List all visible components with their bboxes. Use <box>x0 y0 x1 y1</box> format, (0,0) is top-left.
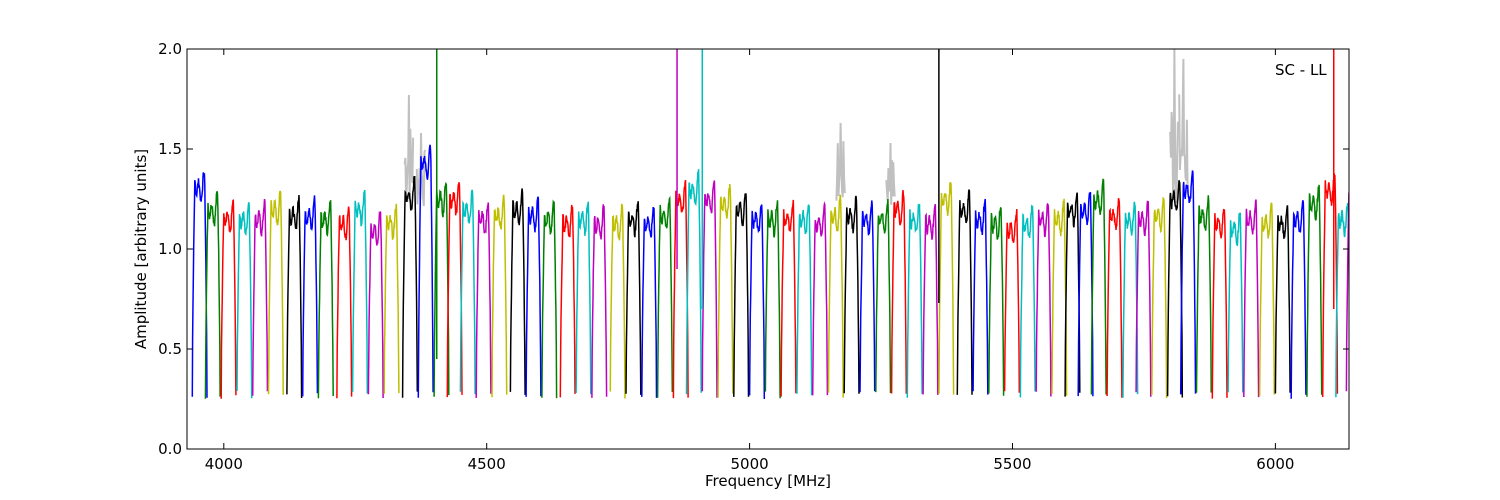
spectral-band-trace <box>336 206 353 399</box>
spectral-band-trace <box>625 201 642 395</box>
y-tick-label: 1.0 <box>158 240 182 258</box>
spectral-band-trace <box>1077 191 1094 397</box>
spectral-band-trace <box>351 189 369 394</box>
spectral-band-trace <box>938 181 955 395</box>
spectral-band-trace <box>1258 202 1276 397</box>
spectral-band-trace <box>1290 200 1307 399</box>
x-tick-label: 4500 <box>468 455 506 473</box>
spectral-band-trace <box>922 204 939 395</box>
spectral-band-trace <box>827 194 844 398</box>
spectral-band-trace <box>1122 201 1139 398</box>
spectral-band-trace <box>591 204 608 398</box>
y-tick-label: 0.5 <box>158 340 182 358</box>
spectral-band-trace <box>875 198 892 394</box>
spectral-band-trace <box>890 190 908 394</box>
spectral-band-trace <box>1274 205 1291 394</box>
spectral-band-trace <box>780 199 797 397</box>
spectral-band-trace <box>1195 195 1212 393</box>
x-tick-label: 5000 <box>731 455 769 473</box>
spectral-band-trace <box>1106 198 1123 398</box>
spectral-band-trace <box>1019 204 1036 398</box>
spectral-band-trace <box>220 199 237 399</box>
spectral-band-trace <box>906 203 923 398</box>
spectral-band-trace <box>286 194 303 399</box>
spectral-band-trace <box>859 200 876 393</box>
spectral-band-trace <box>685 169 702 395</box>
y-tick-label: 2.0 <box>158 40 182 58</box>
spectral-band-trace <box>251 198 269 396</box>
spectral-band-trace <box>417 144 434 398</box>
spectral-band-trace <box>748 204 766 400</box>
spectral-band-trace <box>1321 173 1339 398</box>
spectral-band-trace <box>1135 200 1152 397</box>
spectral-band-trace <box>541 199 558 399</box>
y-tick-label: 0.0 <box>158 440 182 458</box>
spectral-band-trace <box>796 204 813 396</box>
spectral-band-trace <box>475 202 492 398</box>
spectral-band-trace <box>1064 192 1081 397</box>
plot-area <box>191 49 1349 400</box>
spectral-band-trace <box>1166 180 1184 398</box>
spectral-band-trace <box>1003 208 1021 393</box>
y-tick-label: 1.5 <box>158 140 182 158</box>
spectral-band-trace <box>446 182 463 398</box>
spectral-band-trace <box>267 190 284 395</box>
spectral-band-trace <box>1306 184 1323 397</box>
y-axis-label: Amplitude [arbitrary units] <box>132 149 150 349</box>
x-tick-label: 6000 <box>1256 455 1294 473</box>
spectral-band-trace <box>236 202 253 399</box>
spectral-band-trace <box>956 189 973 395</box>
spectral-band-trace <box>401 175 419 398</box>
x-tick-label: 4000 <box>205 455 243 473</box>
background-trace <box>1178 58 1189 194</box>
spectral-band-trace <box>525 196 542 397</box>
spectral-band-trace <box>204 191 221 399</box>
spectral-band-trace <box>1051 198 1068 396</box>
spectral-band-trace <box>1151 196 1168 399</box>
spectral-band-trace <box>1035 202 1052 397</box>
spectral-band-trace <box>1227 212 1244 393</box>
spectral-band-trace <box>1179 170 1197 395</box>
spectral-band-trace <box>575 201 592 395</box>
axes: 4000 4500 5000 5500 6000 0.0 0.5 1.0 1.5 2.0 <box>158 40 1349 473</box>
spectral-band-trace <box>559 204 576 398</box>
x-axis-label: Frequency [MHz] <box>705 472 831 490</box>
spectral-band-trace <box>317 200 334 399</box>
spectral-band-trace <box>656 195 674 398</box>
background-trace <box>835 122 846 201</box>
spectral-band-trace <box>191 172 208 398</box>
spectral-band-trace <box>843 195 860 394</box>
x-tick-label: 5500 <box>993 455 1031 473</box>
spectral-band-trace <box>811 201 829 396</box>
spectral-band-trace <box>301 195 319 397</box>
spectral-band-trace <box>733 193 750 397</box>
annotation-label: SC - LL <box>1275 61 1327 79</box>
spectral-band-trace <box>1243 199 1260 398</box>
spectral-band-trace <box>972 198 989 395</box>
background-trace <box>1169 49 1180 204</box>
spectral-band-trace <box>641 206 658 398</box>
spectral-band-trace <box>367 211 384 399</box>
spectral-band-trace <box>988 206 1005 396</box>
background-trace <box>415 132 427 207</box>
spectral-band-trace <box>764 200 781 399</box>
spectral-band-trace <box>1090 178 1107 395</box>
spectral-band-trace <box>1211 208 1228 399</box>
spectral-band-trace <box>491 194 508 398</box>
spectral-band-trace <box>717 183 734 398</box>
spectral-band-trace <box>672 179 689 399</box>
spectral-band-trace <box>383 203 400 394</box>
spectral-band-trace <box>459 189 476 395</box>
spectral-band-trace <box>609 203 626 399</box>
spectral-band-trace <box>509 188 526 395</box>
spectral-band-trace <box>701 180 718 398</box>
